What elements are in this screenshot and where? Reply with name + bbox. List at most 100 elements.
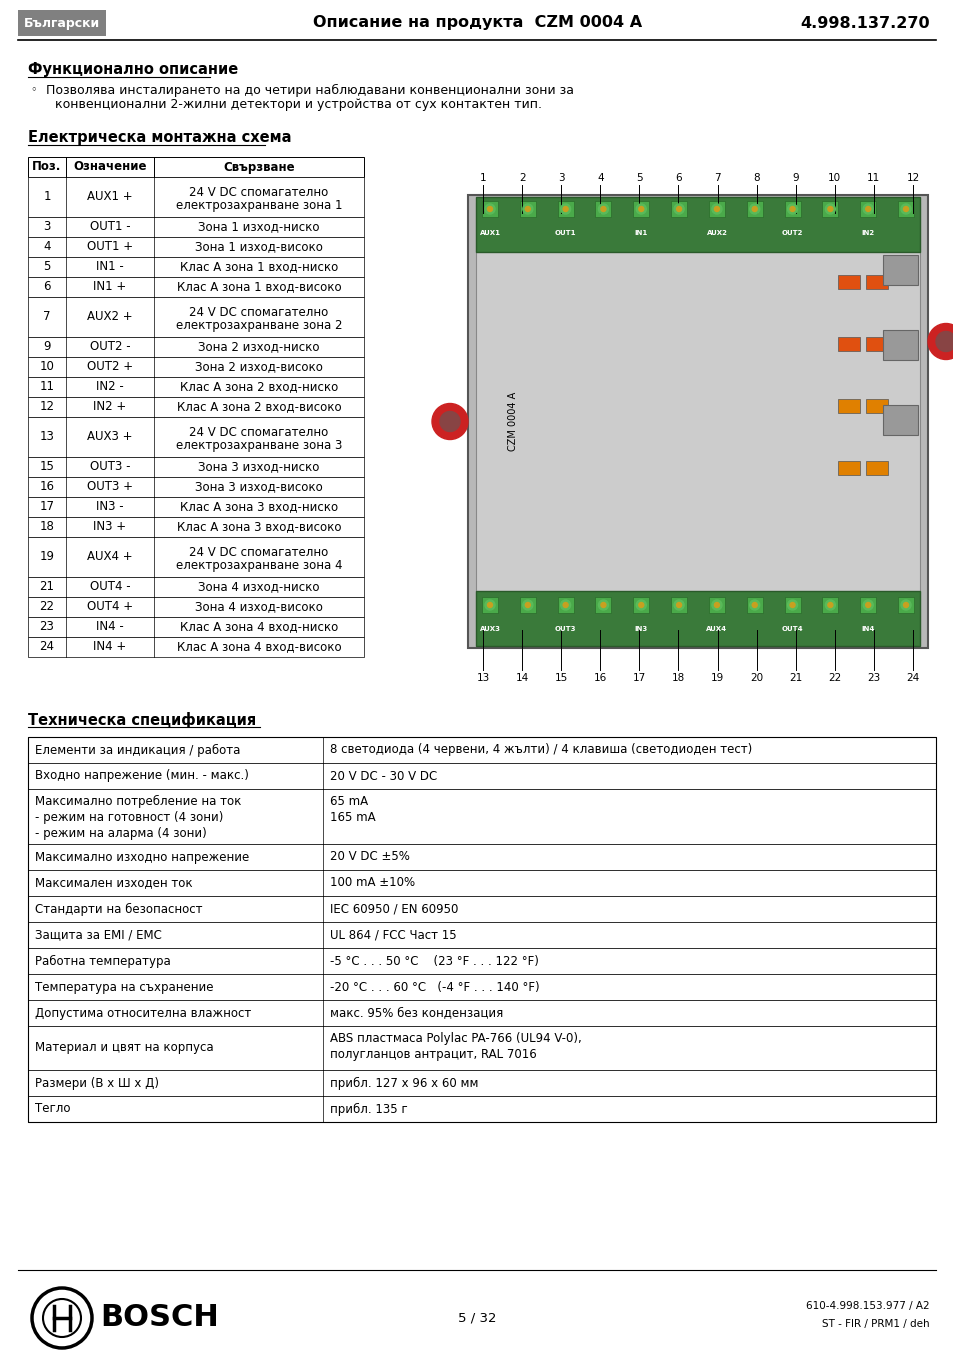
Text: OUT4 +: OUT4 + [87,600,132,613]
Text: Зона 1 изход-високо: Зона 1 изход-високо [194,240,323,254]
Text: OUT3 +: OUT3 + [87,481,132,493]
Bar [558,201,573,218]
Text: 20: 20 [749,673,762,684]
Circle shape [862,600,872,611]
Circle shape [864,207,870,212]
Bar [882,255,917,285]
Text: 1: 1 [479,173,486,182]
Text: BOSCH: BOSCH [100,1304,218,1332]
Bar [519,201,536,218]
Bar [481,201,497,218]
Bar [28,597,364,617]
Text: 9: 9 [43,340,51,354]
Bar [28,1070,935,1096]
Text: OUT2 -: OUT2 - [90,340,131,354]
Text: електрозахранване зона 4: електрозахранване зона 4 [175,559,342,573]
Text: 6: 6 [43,281,51,293]
Circle shape [487,603,492,608]
Text: IN3 -: IN3 - [96,500,124,513]
Bar [746,201,762,218]
Text: 3: 3 [558,173,564,182]
Text: Работна температура: Работна температура [35,954,171,967]
Bar [28,218,364,236]
Bar [28,1025,935,1070]
Bar [28,357,364,377]
Circle shape [639,603,643,608]
Circle shape [927,323,953,359]
Bar [28,738,935,1121]
Text: 24: 24 [905,673,919,684]
Bar [28,297,364,336]
Text: Защита за EMI / EMC: Защита за EMI / EMC [35,928,162,942]
Text: ◦: ◦ [30,85,36,95]
Text: 23: 23 [866,673,880,684]
Bar [746,597,762,613]
Text: електрозахранване зона 3: електрозахранване зона 3 [175,439,342,453]
Text: IN4 -: IN4 - [96,620,124,634]
Text: IN3 +: IN3 + [93,520,127,534]
Text: прибл. 135 г: прибл. 135 г [330,1102,407,1116]
Text: Материал и цвят на корпуса: Материал и цвят на корпуса [35,1042,213,1055]
Text: 14: 14 [515,673,528,684]
Text: Температура на съхранение: Температура на съхранение [35,981,213,993]
Bar [882,330,917,359]
Circle shape [636,600,645,611]
Circle shape [674,204,683,213]
Bar [670,201,686,218]
Bar [28,417,364,457]
Text: IN2: IN2 [861,230,874,236]
Circle shape [639,207,643,212]
Bar [28,236,364,257]
Circle shape [824,600,835,611]
Text: Клас А зона 2 вход-високо: Клас А зона 2 вход-високо [176,400,341,413]
Text: IN3: IN3 [634,626,647,632]
Text: 4: 4 [43,240,51,254]
Bar [28,377,364,397]
Bar [897,597,913,613]
Text: 6: 6 [675,173,681,182]
Circle shape [598,600,608,611]
Text: Клас А зона 3 вход-ниско: Клас А зона 3 вход-ниско [180,500,337,513]
Text: 21: 21 [788,673,801,684]
Text: Означение: Означение [73,161,147,173]
Text: електрозахранване зона 1: електрозахранване зона 1 [175,200,342,212]
Bar [481,597,497,613]
Bar [28,177,364,218]
Text: 12: 12 [39,400,54,413]
Bar [28,974,935,1000]
Bar [28,738,935,763]
Text: CZM 0004 A: CZM 0004 A [507,392,517,451]
Bar [28,457,364,477]
Bar [28,397,364,417]
Text: 3: 3 [43,220,51,234]
Text: 18: 18 [39,520,54,534]
Bar [821,201,838,218]
Circle shape [902,207,907,212]
Text: 65 mA: 65 mA [330,794,368,808]
Text: Тегло: Тегло [35,1102,71,1116]
Bar [28,870,935,896]
Text: AUX1: AUX1 [479,230,500,236]
Text: OUT1 +: OUT1 + [87,240,132,254]
Bar [860,597,875,613]
Bar [837,399,859,413]
Bar [28,921,935,948]
Text: 20 V DC ±5%: 20 V DC ±5% [330,851,410,863]
Circle shape [487,207,492,212]
Bar [18,9,106,36]
Circle shape [522,204,533,213]
Text: 22: 22 [39,600,54,613]
Circle shape [900,600,910,611]
Text: 8: 8 [753,173,760,182]
Text: 24 V DC спомагателно: 24 V DC спомагателно [190,185,328,199]
Text: 24 V DC спомагателно: 24 V DC спомагателно [190,426,328,439]
Text: 22: 22 [827,673,841,684]
Circle shape [714,603,719,608]
Text: Зона 3 изход-ниско: Зона 3 изход-ниско [198,461,319,473]
Bar [783,597,800,613]
Text: полугланцов антрацит, RAL 7016: полугланцов антрацит, RAL 7016 [330,1048,537,1061]
Bar [28,1096,935,1121]
Text: 4.998.137.270: 4.998.137.270 [800,15,929,31]
Text: - режим на аларма (4 зони): - режим на аларма (4 зони) [35,827,207,840]
Text: 12: 12 [905,173,919,182]
